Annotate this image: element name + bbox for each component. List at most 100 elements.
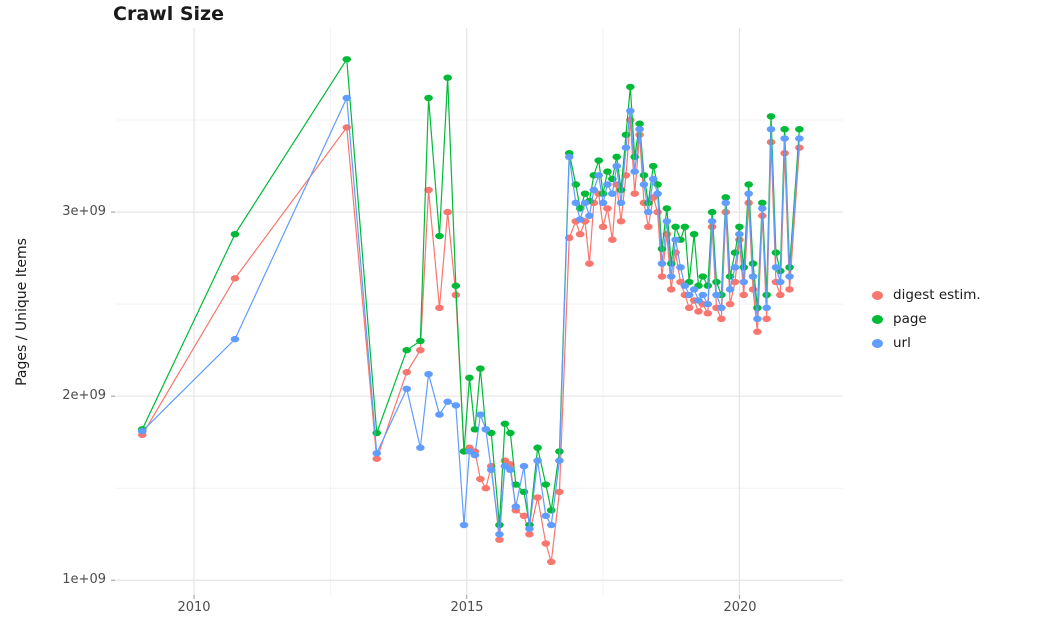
page-point	[230, 230, 240, 238]
page-point	[476, 365, 485, 372]
digest-estim-line	[141, 119, 800, 563]
url-point	[753, 315, 762, 323]
url-point	[525, 525, 534, 532]
digest-estim-point	[684, 304, 694, 312]
page-point	[648, 162, 658, 170]
page-point	[639, 172, 649, 179]
url-point	[775, 278, 785, 286]
digest-estim-point	[630, 190, 639, 197]
page-point	[500, 420, 510, 427]
url-point	[612, 162, 621, 170]
page-point	[465, 374, 474, 381]
page-point	[689, 230, 699, 238]
url-point	[589, 186, 599, 194]
digest-estim-point	[230, 275, 240, 282]
digest-estim-point	[598, 223, 608, 231]
page-point	[657, 245, 667, 253]
url-point	[585, 212, 594, 219]
url-point	[500, 462, 510, 470]
url-point	[766, 126, 776, 133]
page-point	[795, 126, 804, 133]
page-point	[671, 223, 680, 231]
page-point	[594, 157, 603, 164]
digest-estim-point	[424, 186, 433, 194]
url-point	[402, 385, 412, 393]
page-point	[635, 120, 644, 127]
url-point	[459, 521, 469, 529]
gridlines	[111, 28, 843, 599]
url-point	[653, 190, 662, 197]
digest-estim-point	[416, 346, 425, 354]
page-point	[616, 186, 626, 194]
digest-estim-point	[762, 315, 771, 323]
digest-estim-point	[608, 236, 617, 243]
page-point	[780, 126, 789, 133]
digest-estim-point	[644, 223, 653, 231]
series-url	[137, 94, 804, 538]
url-point	[712, 291, 721, 299]
url-point	[666, 273, 676, 280]
page-point	[486, 429, 496, 437]
digest-estim-point	[703, 310, 713, 317]
url-point	[780, 135, 789, 142]
digest-estim-point	[616, 218, 626, 225]
page-point	[443, 74, 452, 81]
url-point	[465, 448, 474, 455]
page-point	[506, 429, 515, 437]
digest-estim-point	[694, 308, 703, 315]
page-point	[698, 273, 708, 280]
legend-dot-page-icon	[872, 314, 883, 324]
page-point	[612, 153, 621, 161]
url-point	[546, 521, 556, 529]
page-point	[603, 168, 612, 175]
digest-estim-point	[603, 205, 612, 212]
page-point	[541, 481, 551, 488]
page-point	[533, 444, 542, 451]
legend-item-page: page	[872, 311, 981, 327]
url-point	[519, 462, 529, 470]
digest-estim-point	[555, 488, 564, 496]
url-point	[744, 190, 753, 197]
page-point	[680, 223, 690, 231]
page-point	[707, 208, 717, 216]
url-point	[230, 335, 240, 343]
url-point	[648, 175, 658, 183]
digest-estim-point	[476, 475, 485, 483]
digest-estim-point	[739, 291, 749, 299]
digest-estim-point	[585, 260, 594, 267]
url-point	[757, 205, 767, 212]
digest-estim-point	[666, 286, 676, 293]
url-point	[495, 531, 504, 538]
page-point	[435, 232, 444, 240]
url-point	[511, 503, 521, 510]
page-point	[424, 94, 433, 102]
url-point	[639, 181, 649, 188]
url-point	[575, 216, 585, 223]
url-point	[481, 426, 491, 433]
url-point	[694, 297, 703, 304]
page-point	[703, 282, 713, 289]
url-point	[506, 466, 515, 474]
url-point	[443, 398, 452, 405]
url-point	[451, 402, 461, 409]
digest-estim-point	[541, 540, 551, 547]
url-point	[795, 135, 804, 142]
url-point	[486, 466, 496, 474]
url-point	[555, 457, 564, 464]
url-point	[435, 411, 444, 418]
page-point	[735, 223, 744, 231]
digest-estim-point	[785, 286, 794, 293]
url-point	[564, 153, 574, 161]
url-point	[689, 286, 699, 293]
url-point	[342, 94, 352, 102]
page-point	[630, 153, 639, 161]
url-point	[748, 273, 758, 280]
digest-estim-point	[519, 512, 529, 520]
url-point	[644, 208, 653, 216]
page-line	[141, 57, 800, 526]
x-tick-label: 2015	[450, 600, 484, 615]
page-point	[739, 264, 749, 271]
digest-estim-point	[443, 208, 452, 216]
url-point	[703, 300, 713, 308]
